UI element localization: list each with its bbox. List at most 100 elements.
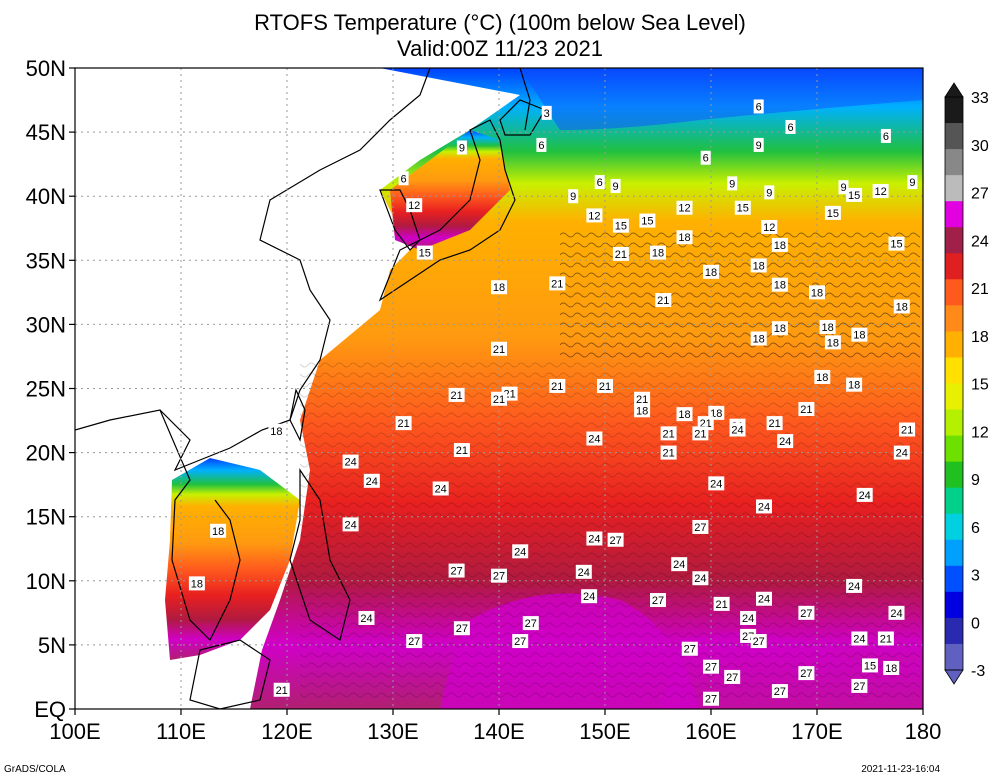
contour-label-bg	[708, 476, 725, 491]
contour-label-bg	[210, 523, 227, 538]
contour-label-bg	[660, 445, 677, 460]
contour-label: 27	[650, 593, 666, 608]
contour-label: 24	[851, 631, 868, 646]
contour-label-text: 21	[662, 428, 674, 440]
contour-label-text: 24	[344, 519, 356, 531]
contour-label: 21	[660, 445, 677, 460]
asia-coastline	[75, 68, 431, 472]
contour-label: 9	[456, 140, 467, 155]
lat-tick-label: 15N	[26, 505, 66, 530]
contour-label: 24	[777, 434, 794, 449]
contour-label-text: 21	[662, 448, 674, 460]
contour-label-text: 18	[678, 232, 690, 244]
contour-label: 21	[549, 276, 566, 291]
contour-label-bg	[655, 293, 672, 308]
contour-label-text: 6	[597, 177, 603, 189]
contour-label: 27	[703, 691, 719, 706]
footer-timestamp: 2021-11-23-16:04	[861, 764, 940, 775]
contour-label-text: 18	[885, 663, 897, 675]
contour-label-text: 27	[514, 636, 526, 648]
contour-label-bg	[777, 434, 794, 449]
contour-label-text: 27	[705, 694, 717, 706]
contour-label-text: 18	[493, 282, 505, 294]
colorbar-bottom-arrow	[944, 669, 964, 685]
contour-label-text: 12	[678, 203, 690, 215]
contour-label-bg	[453, 621, 470, 636]
colorbar-top-arrow	[944, 82, 964, 98]
contour-label: 6	[594, 175, 605, 190]
contour-label: 12	[406, 198, 423, 213]
contour-label: 9	[838, 180, 849, 195]
colorbar-segment	[945, 487, 963, 515]
contour-label: 18	[491, 280, 507, 295]
contour-label-text: 27	[652, 595, 664, 607]
contour-label: 27	[750, 634, 767, 649]
contour-label: 24	[893, 445, 910, 460]
contour-label: 27	[851, 678, 868, 693]
lat-tick-label: 50N	[26, 56, 66, 81]
contour-label-bg	[798, 402, 815, 417]
contour-label-bg	[491, 568, 507, 583]
contour-label: 6	[880, 128, 891, 143]
contour-label-bg	[676, 230, 693, 245]
contour-label-bg	[575, 564, 592, 579]
contour-label-bg	[681, 641, 698, 656]
contour-label-bg	[838, 180, 849, 195]
contour-label-bg	[395, 416, 412, 431]
colorbar-label: 9	[971, 472, 980, 489]
contour-label-text: 15	[827, 208, 839, 220]
contour-label: 6	[398, 171, 409, 186]
contour-label-text: 27	[450, 566, 462, 578]
contour-label-text: 21	[397, 418, 409, 430]
colorbar-segment	[945, 331, 963, 358]
contour-label: 9	[753, 137, 764, 152]
contour-label-text: 27	[705, 662, 717, 674]
contour-label-bg	[750, 258, 767, 273]
contour-label-bg	[453, 443, 470, 458]
contour-label-text: 27	[800, 608, 812, 620]
contour-label: 24	[575, 564, 592, 579]
contour-label-bg	[851, 678, 868, 693]
contour-label-text: 9	[613, 181, 619, 193]
contour-label-bg	[522, 616, 539, 631]
indochina-coastline	[159, 409, 241, 642]
contour-label-bg	[756, 499, 772, 514]
korea-outline	[379, 189, 421, 251]
contour-label: 18	[851, 327, 868, 342]
contour-label-bg	[753, 99, 764, 114]
contour-label: 9	[764, 185, 775, 200]
contour-label-bg	[862, 658, 878, 673]
contour-label: 9	[568, 189, 579, 204]
contour-label-text: 15	[419, 248, 431, 260]
contour-label: 27	[522, 616, 539, 631]
contour-label-bg	[273, 682, 290, 697]
contour-label: 27	[406, 634, 423, 649]
contour-label-text: 24	[890, 608, 902, 620]
contour-label: 6	[536, 137, 547, 152]
contour-label-text: 24	[583, 591, 595, 603]
colorbar-segment	[945, 435, 963, 463]
lon-tick-label: 140E	[473, 719, 524, 744]
contour-label-bg	[676, 200, 693, 215]
contour-label-text: 24	[758, 594, 770, 606]
lat-tick-label: 25N	[26, 377, 66, 402]
contour-label-bg	[581, 589, 598, 604]
contour-label-text: 15	[615, 221, 627, 233]
contour-label: 21	[612, 246, 629, 261]
contour-label-text: 21	[450, 390, 462, 402]
contour-label-text: 18	[774, 280, 786, 292]
contour-label: 18	[771, 237, 788, 252]
contour-label: 24	[586, 431, 603, 446]
contour-label-bg	[877, 631, 894, 646]
contour-label-bg	[846, 578, 863, 593]
contour-label: 18	[650, 245, 666, 260]
contour-label-bg	[342, 454, 359, 469]
contour-label-bg	[398, 171, 409, 186]
contour-label-bg	[814, 369, 831, 384]
contour-label: 12	[676, 200, 693, 215]
contour-label-bg	[851, 327, 868, 342]
colorbar-segment	[945, 201, 963, 228]
contour-label-bg	[880, 128, 891, 143]
contour-label-text: 21	[551, 278, 563, 290]
contour-label-text: 27	[408, 636, 420, 648]
